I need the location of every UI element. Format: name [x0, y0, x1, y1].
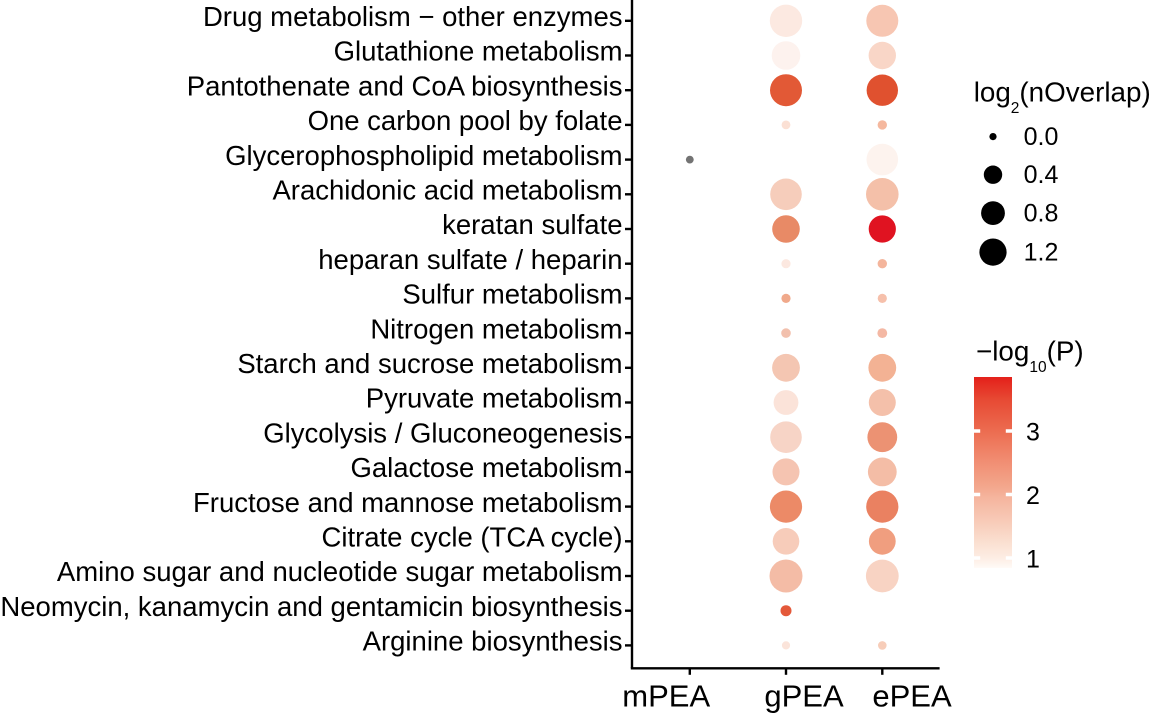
svg-text:heparan sulfate / heparin: heparan sulfate / heparin [318, 244, 622, 275]
svg-text:gPEA: gPEA [764, 679, 844, 714]
svg-text:0.4: 0.4 [1024, 161, 1059, 189]
svg-text:Glutathione metabolism: Glutathione metabolism [334, 36, 623, 67]
svg-text:mPEA: mPEA [622, 679, 710, 714]
svg-text:Pantothenate and CoA biosynthe: Pantothenate and CoA biosynthesis [187, 70, 623, 101]
svg-text:3: 3 [1026, 418, 1040, 446]
svg-text:Drug metabolism − other enzyme: Drug metabolism − other enzymes [203, 1, 623, 32]
svg-text:Arginine biosynthesis: Arginine biosynthesis [363, 626, 623, 657]
svg-text:0.0: 0.0 [1024, 123, 1059, 151]
svg-text:1: 1 [1026, 545, 1040, 573]
svg-text:2: 2 [1026, 482, 1040, 510]
svg-text:Neomycin, kanamycin and gentam: Neomycin, kanamycin and gentamicin biosy… [0, 591, 622, 622]
svg-text:Pyruvate metabolism: Pyruvate metabolism [366, 383, 623, 414]
svg-text:Starch and sucrose metabolism: Starch and sucrose metabolism [237, 348, 622, 379]
svg-text:Glycolysis / Gluconeogenesis: Glycolysis / Gluconeogenesis [263, 417, 622, 448]
svg-text:Citrate cycle (TCA cycle): Citrate cycle (TCA cycle) [321, 522, 622, 553]
svg-text:Amino sugar and nucleotide sug: Amino sugar and nucleotide sugar metabol… [57, 556, 623, 587]
svg-text:1.2: 1.2 [1024, 239, 1059, 267]
svg-text:Galactose metabolism: Galactose metabolism [350, 452, 622, 483]
svg-text:One carbon pool by folate: One carbon pool by folate [308, 105, 623, 136]
svg-text:Glycerophospholipid metabolism: Glycerophospholipid metabolism [225, 140, 622, 171]
svg-text:Sulfur metabolism: Sulfur metabolism [402, 279, 622, 310]
svg-text:Arachidonic acid metabolism: Arachidonic acid metabolism [272, 175, 622, 206]
svg-text:ePEA: ePEA [872, 679, 952, 714]
svg-text:keratan sulfate: keratan sulfate [442, 209, 622, 240]
svg-text:Nitrogen metabolism: Nitrogen metabolism [370, 313, 622, 344]
svg-text:Fructose and mannose metabolis: Fructose and mannose metabolism [193, 487, 623, 518]
svg-text:0.8: 0.8 [1024, 200, 1059, 228]
